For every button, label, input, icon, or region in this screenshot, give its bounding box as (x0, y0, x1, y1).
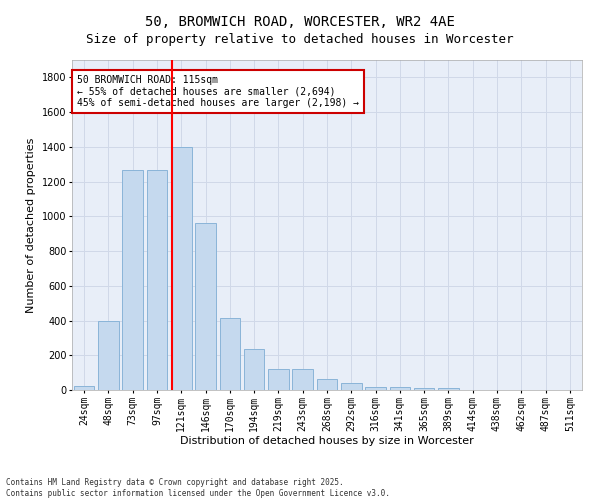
Text: Size of property relative to detached houses in Worcester: Size of property relative to detached ho… (86, 32, 514, 46)
Bar (341, 382, 362, 390)
Text: 50, BROMWICH ROAD, WORCESTER, WR2 4AE: 50, BROMWICH ROAD, WORCESTER, WR2 4AE (145, 15, 455, 29)
Bar (171, 147, 191, 390)
Y-axis label: Number of detached properties: Number of detached properties (26, 138, 36, 312)
Bar (438, 388, 459, 390)
Bar (365, 386, 386, 390)
Text: 50 BROMWICH ROAD: 115sqm
← 55% of detached houses are smaller (2,694)
45% of sem: 50 BROMWICH ROAD: 115sqm ← 55% of detach… (77, 75, 359, 108)
Bar (292, 369, 313, 390)
X-axis label: Distribution of detached houses by size in Worcester: Distribution of detached houses by size … (180, 436, 474, 446)
Bar (74, 386, 94, 390)
Bar (195, 224, 216, 390)
Bar (146, 170, 167, 390)
Bar (389, 386, 410, 390)
Bar (414, 388, 434, 390)
Bar (220, 318, 240, 390)
Text: Contains HM Land Registry data © Crown copyright and database right 2025.
Contai: Contains HM Land Registry data © Crown c… (6, 478, 390, 498)
Bar (317, 378, 337, 390)
Bar (244, 349, 265, 390)
Bar (98, 320, 119, 390)
Bar (122, 170, 143, 390)
Bar (268, 369, 289, 390)
